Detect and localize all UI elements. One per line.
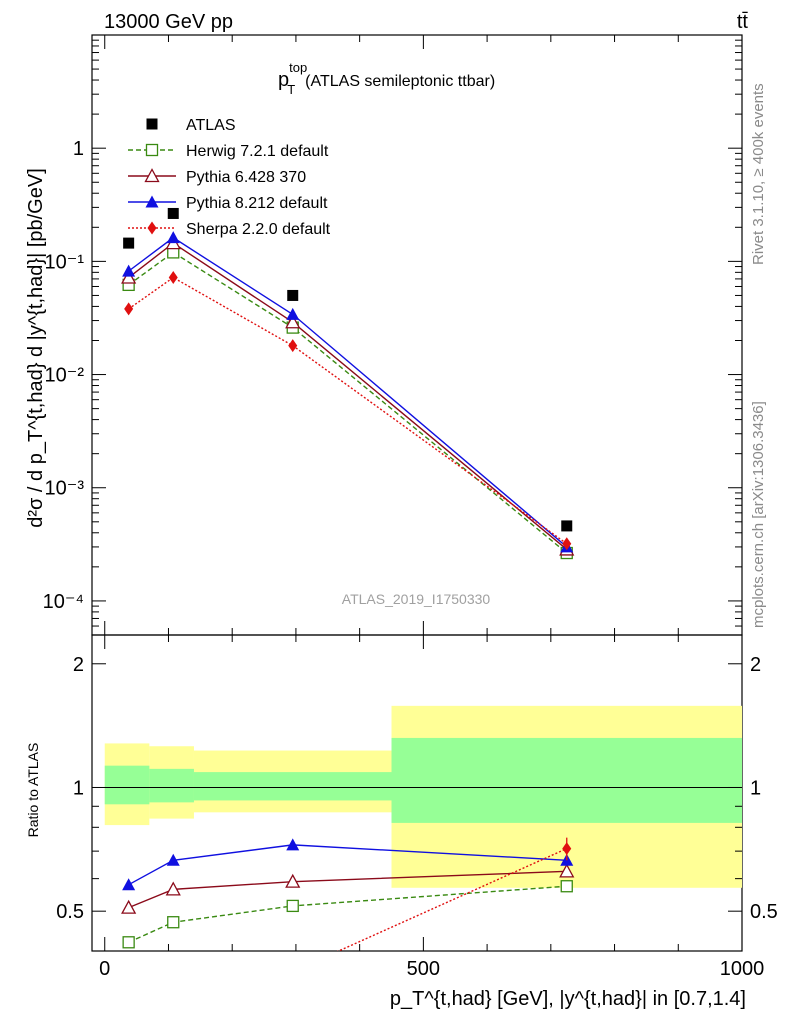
ratio-point	[122, 878, 136, 891]
ratio-series-group	[121, 837, 575, 951]
main-y-axis-label: d²σ / d p_T^{t,had} d |y^{t,had}| [pb/Ge…	[25, 168, 47, 528]
main-y-tick-label: 10⁻¹	[45, 251, 85, 273]
x-axis-label: p_T^{t,had} [GeV], |y^{t,had}| in [0.7,1…	[390, 988, 746, 1010]
series-point	[122, 264, 136, 277]
ratio-point	[166, 853, 180, 866]
main-y-tick-label: 1	[73, 138, 84, 160]
ratio-point	[286, 838, 300, 851]
title-p: p	[278, 69, 289, 91]
ratio-y-tick-label: 1	[73, 777, 84, 799]
ratio-line	[128, 844, 567, 886]
ratio-line	[128, 885, 567, 943]
series-lines	[121, 207, 575, 560]
process-label: tt̄	[737, 11, 749, 33]
green-band-bin-1	[149, 768, 194, 803]
series-point	[168, 271, 178, 285]
data-point	[287, 289, 299, 301]
axis-ticks: 1 10⁻¹ 10⁻² 10⁻³ 10⁻⁴ 2 2 1 1 0.5 0.5 0 500 1000	[43, 34, 778, 980]
green-band-bin-3	[391, 737, 742, 823]
rivet-version-label: Rivet 3.1.10, ≥ 400k events	[750, 83, 767, 265]
series-line	[128, 276, 568, 545]
data-point	[561, 520, 573, 532]
ratio-y-tick-label: 2	[73, 654, 84, 676]
legend-label: Sherpa 2.2.0 default	[186, 221, 331, 238]
analysis-watermark: ATLAS_2019_I1750330	[342, 591, 491, 607]
title-sup: top	[289, 60, 307, 75]
green-band-bin-0	[104, 765, 150, 805]
x-tick-label: 500	[407, 958, 440, 980]
legend-label: Herwig 7.2.1 default	[186, 143, 329, 160]
series-point	[121, 269, 137, 284]
ratio-line	[128, 870, 567, 909]
series-point	[285, 314, 301, 329]
title-rest: (ATLAS semileptonic ttbar)	[305, 73, 495, 90]
ratio-point	[560, 880, 573, 893]
series-point	[124, 302, 134, 316]
legend-marker	[145, 195, 159, 208]
main-y-tick-label: 10⁻²	[45, 365, 85, 387]
legend-marker	[144, 168, 160, 183]
legend-marker	[146, 118, 158, 130]
legend-label: ATLAS	[186, 117, 236, 134]
data-point	[167, 207, 179, 219]
mcplots-label: mcplots.cern.ch [arXiv:1306.3436]	[750, 401, 767, 628]
ratio-point	[121, 899, 137, 914]
ratio-y-tick-label: 0.5	[56, 901, 84, 923]
data-point	[123, 237, 135, 249]
legend: ATLAS Herwig 7.2.1 default Pythia 6.428 37…	[128, 117, 331, 238]
legend-label: Pythia 6.428 370	[186, 169, 306, 186]
series-point	[166, 231, 180, 244]
plot-title: ptop T (ATLAS semileptonic ttbar)	[278, 60, 495, 97]
legend-label: Pythia 8.212 default	[186, 195, 328, 212]
ratio-lines	[121, 837, 575, 951]
ratio-point	[122, 936, 135, 949]
ratio-y-tick-label-right: 2	[750, 654, 761, 676]
ratio-point	[559, 863, 575, 878]
ratio-point	[165, 881, 181, 896]
series-point	[286, 307, 300, 320]
series-line	[128, 242, 568, 550]
energy-label: 13000 GeV pp	[104, 11, 233, 33]
series-line	[128, 236, 568, 548]
title-sub: T	[287, 82, 295, 97]
ratio-point	[286, 899, 299, 913]
series-point	[562, 537, 572, 551]
ratio-y-axis-label: Ratio to ATLAS	[25, 743, 41, 838]
green-band-bin-2	[193, 772, 392, 801]
ratio-y-tick-label-right: 0.5	[750, 901, 778, 923]
main-y-tick-label: 10⁻³	[45, 478, 85, 500]
ratio-point	[285, 873, 301, 888]
main-y-tick-label: 10⁻⁴	[43, 591, 84, 613]
ratio-line	[336, 847, 568, 951]
ratio-uncertainty-bands	[104, 705, 742, 888]
ratio-point	[167, 916, 180, 929]
series-line	[128, 251, 568, 554]
x-tick-label: 0	[99, 958, 110, 980]
legend-marker	[147, 221, 157, 235]
legend-marker	[145, 143, 159, 157]
x-tick-label: 1000	[720, 958, 765, 980]
series-point	[288, 339, 298, 353]
ratio-y-tick-label-right: 1	[750, 777, 761, 799]
